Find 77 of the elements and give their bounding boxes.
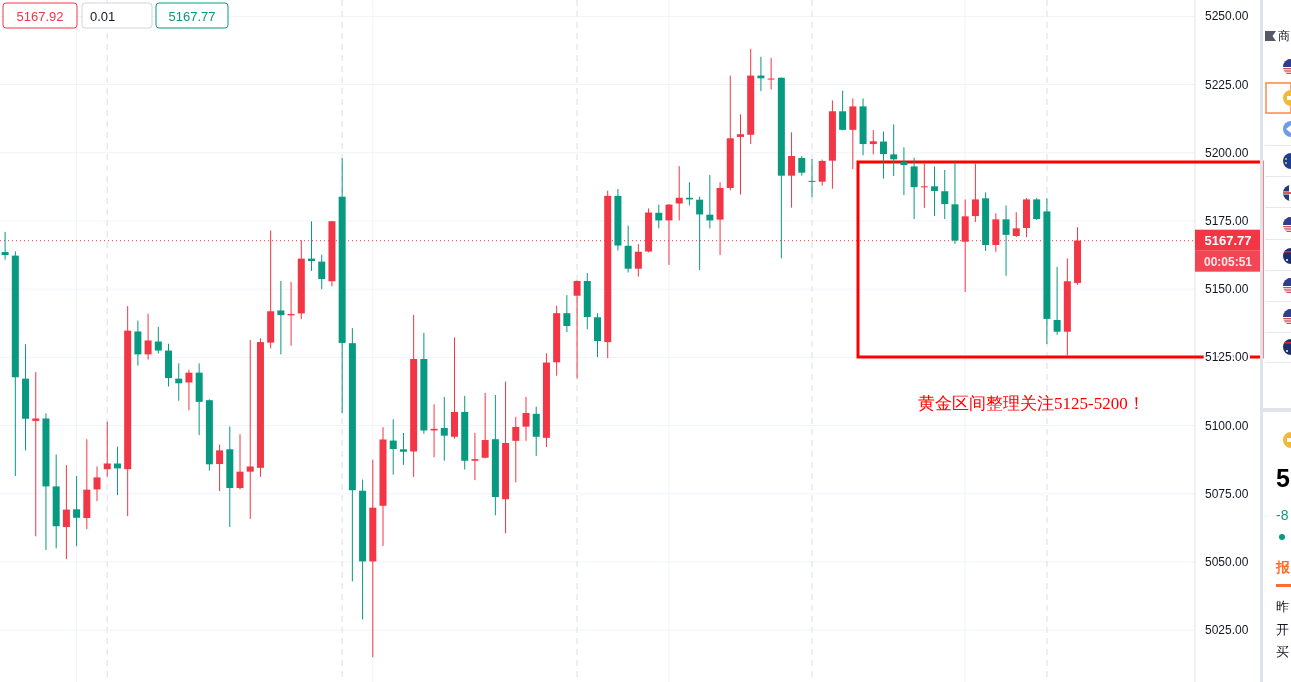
candlestick [594, 312, 601, 358]
candlestick [1012, 211, 1020, 238]
y-tick-label: 5050.00 [1205, 554, 1249, 569]
candlestick [471, 432, 479, 481]
candlestick [910, 157, 918, 220]
candlestick [675, 165, 683, 221]
y-tick-label: 5125.00 [1205, 350, 1249, 365]
y-tick-label: 5175.00 [1205, 213, 1249, 228]
y-tick-label: 5225.00 [1205, 77, 1249, 92]
candlestick [103, 421, 111, 478]
candlestick [879, 130, 887, 180]
candlestick [512, 416, 520, 483]
candlestick [869, 129, 877, 155]
text: 报 [1275, 559, 1291, 575]
y-tick-label: 5025.00 [1205, 623, 1249, 638]
candlestick [941, 169, 949, 220]
candlestick [73, 475, 81, 547]
y-tick-label: 5250.00 [1205, 9, 1249, 24]
candlestick [134, 320, 142, 367]
y-tick-label: 5200.00 [1205, 145, 1249, 160]
candlestick [767, 57, 775, 90]
annotation: 黄金区间整理关注5125-5200！ [918, 393, 1145, 413]
candlestick [113, 446, 121, 496]
candlestick [931, 165, 939, 217]
candlestick [665, 203, 673, 266]
text: 昨 [1276, 598, 1289, 614]
candlestick [216, 444, 224, 492]
candlestick [522, 396, 530, 442]
candlestick [1, 231, 9, 261]
candlestick [624, 225, 632, 274]
candlestick [236, 433, 244, 490]
candlestick [399, 432, 407, 466]
annotation: 0.01 [90, 8, 116, 24]
candlestick [890, 123, 898, 177]
candlestick [440, 396, 448, 462]
candlestick [1002, 204, 1010, 277]
candlestick [736, 113, 744, 196]
candlestick [154, 326, 162, 355]
candlestick [389, 418, 397, 476]
candlestick [634, 243, 642, 278]
text: 5 [1276, 464, 1290, 492]
candlestick [655, 204, 663, 229]
ref-line-label: 5167.77 [1204, 233, 1252, 249]
candlestick [900, 146, 908, 196]
candlestick [808, 158, 816, 199]
candlestick [839, 90, 847, 131]
candlestick [277, 280, 285, 355]
y-tick-label: 5150.00 [1205, 282, 1249, 297]
candlestick [185, 369, 193, 411]
candlestick [818, 159, 826, 187]
annotation: 5167.77 [168, 8, 216, 24]
candlestick [1033, 197, 1041, 221]
text: 开 [1276, 621, 1289, 637]
annotation: 5167.92 [16, 8, 64, 24]
candlestick [246, 339, 254, 520]
candlestick [93, 465, 101, 502]
candlestick [696, 196, 704, 271]
candlestick [849, 97, 857, 170]
candlestick [62, 464, 70, 560]
candlestick [920, 161, 928, 209]
candlestick [573, 279, 581, 379]
text: 00:05:51 [1203, 254, 1253, 269]
y-tick-label: 5075.00 [1205, 486, 1249, 501]
candlestick [481, 392, 489, 459]
candlestick [32, 371, 40, 537]
candlestick [788, 131, 796, 209]
candlestick [532, 406, 540, 457]
candlestick [144, 313, 152, 361]
y-tick-label: 5100.00 [1205, 418, 1249, 433]
candlestick [563, 294, 571, 333]
candlestick [798, 155, 806, 177]
text: -8 [1276, 507, 1289, 523]
text: 商 [1278, 29, 1290, 43]
candlestick [971, 162, 979, 223]
candlestick [1053, 266, 1061, 336]
candlestick [318, 254, 326, 290]
text: 买 [1276, 643, 1289, 659]
